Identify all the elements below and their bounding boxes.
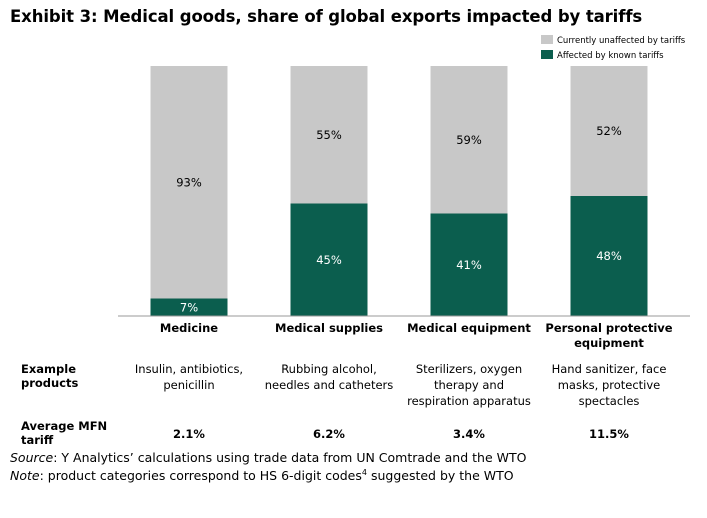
bar-affected-medical-equipment xyxy=(430,213,508,316)
bars-group: 93% 7% 55% 45% 59% 41% 52% 48% xyxy=(150,66,648,316)
data-label-affected-medicine: 7% xyxy=(180,300,198,314)
bar-affected-medical-supplies xyxy=(290,203,368,316)
bar-affected-medicine xyxy=(150,298,228,316)
data-label-affected-medical-equipment: 41% xyxy=(456,258,482,272)
bar-unaffected-medicine xyxy=(150,66,228,299)
data-label-affected-ppe: 48% xyxy=(596,249,622,263)
category-label-ppe-line2: equipment xyxy=(574,336,644,350)
tariff-ppe: 11.5% xyxy=(589,427,629,441)
stacked-bar-chart: Currently unaffected by tariffs Affected… xyxy=(118,35,690,350)
bar-affected-ppe xyxy=(570,196,648,316)
note-footnote: Note: product categories correspond to H… xyxy=(10,467,514,483)
data-label-unaffected-medicine: 93% xyxy=(176,175,202,189)
legend-swatch-affected xyxy=(541,50,553,59)
tariff-medicine: 2.1% xyxy=(173,427,205,441)
example-products-medicine: Insulin, antibiotics, penicillin xyxy=(134,362,244,392)
legend-label-affected: Affected by known tariffs xyxy=(557,51,664,61)
bar-unaffected-medical-equipment xyxy=(430,66,508,214)
data-label-unaffected-ppe: 52% xyxy=(596,124,622,138)
legend-swatch-unaffected xyxy=(541,35,553,44)
data-label-unaffected-medical-equipment: 59% xyxy=(456,133,482,147)
example-products-medical-supplies: Rubbing alcohol, needles and catheters xyxy=(264,362,394,392)
tariff-medical-equipment: 3.4% xyxy=(453,427,485,441)
data-label-affected-medical-supplies: 45% xyxy=(316,253,342,267)
legend-label-unaffected: Currently unaffected by tariffs xyxy=(557,36,686,46)
data-label-unaffected-medical-supplies: 55% xyxy=(316,128,342,142)
category-label-medical-supplies: Medical supplies xyxy=(275,321,383,335)
tariff-medical-supplies: 6.2% xyxy=(313,427,345,441)
row-label-average-mfn-tariff: Average MFN tariff xyxy=(21,419,108,447)
example-products-ppe: Hand sanitizer, face masks, protective s… xyxy=(551,362,667,408)
bar-unaffected-medical-supplies xyxy=(290,66,368,204)
example-products-medical-equipment: Sterilizers, oxygen therapy and respirat… xyxy=(407,362,531,408)
category-label-medicine: Medicine xyxy=(160,321,218,335)
chart-title: Exhibit 3: Medical goods, share of globa… xyxy=(10,7,643,26)
category-label-medical-equipment: Medical equipment xyxy=(407,321,531,335)
category-label-ppe-line1: Personal protective xyxy=(545,321,672,335)
bar-unaffected-ppe xyxy=(570,66,648,196)
row-label-example-products: Example products xyxy=(21,362,79,390)
source-footnote: Source: Y Analytics’ calculations using … xyxy=(10,450,527,465)
